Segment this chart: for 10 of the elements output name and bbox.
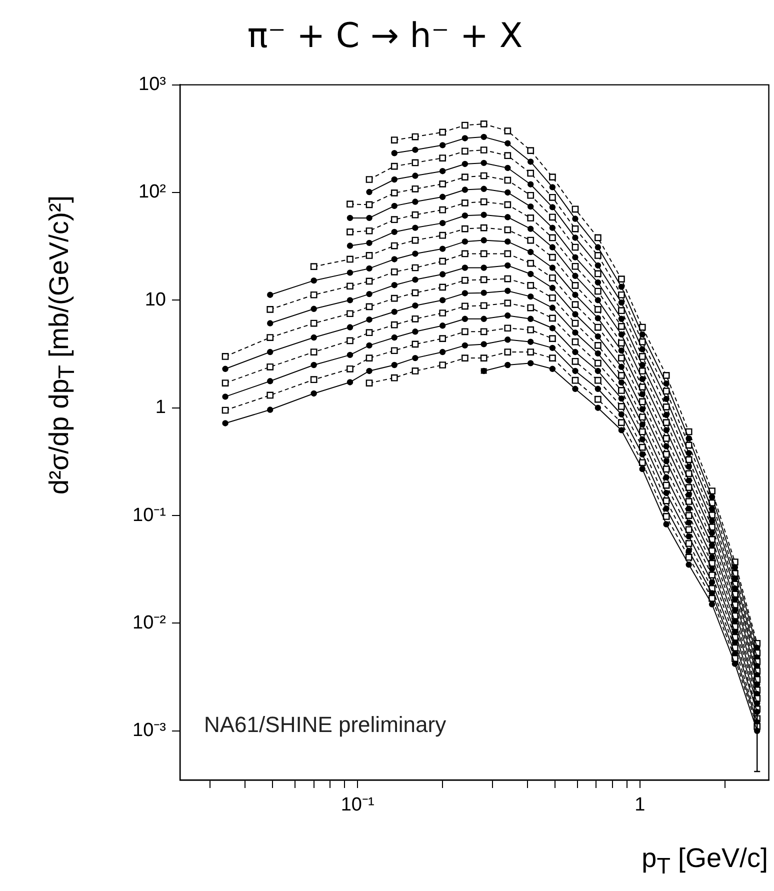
chart-title: π⁻ + C → h⁻ + X xyxy=(247,16,523,56)
y-tick-label: 10⁻² xyxy=(132,612,166,634)
y-tick-label: 10⁻³ xyxy=(132,720,166,742)
y-tick-label: 1 xyxy=(155,397,166,418)
y-tick-label: 10³ xyxy=(138,74,166,96)
y-tick-label: 10⁻¹ xyxy=(132,504,166,526)
y-tick-label: 10 xyxy=(144,289,166,310)
y-tick-label: 10² xyxy=(138,182,166,203)
x-axis-title: p$_{T}$ [GeV/c] xyxy=(642,843,768,880)
annotation: NA61/SHINE preliminary xyxy=(204,712,446,737)
